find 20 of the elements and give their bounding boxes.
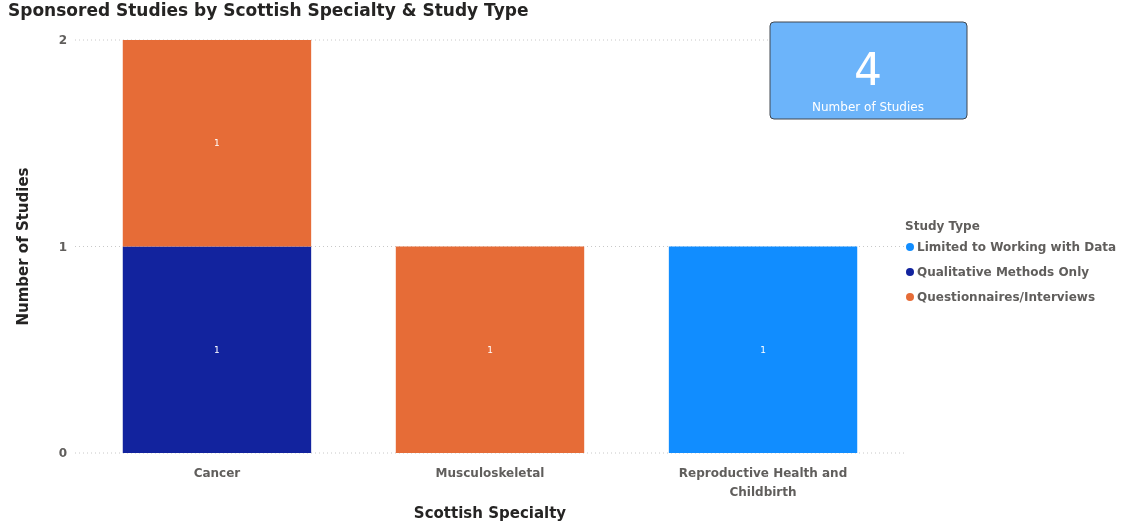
- annotation: Number of Studies: [812, 100, 924, 114]
- y-axis-title: Number of Studies: [14, 167, 32, 326]
- legend-label: Qualitative Methods Only: [917, 265, 1090, 279]
- x-axis-title: Scottish Specialty: [413, 504, 567, 522]
- annotation: 4: [854, 44, 882, 95]
- data-label: 1: [760, 344, 766, 355]
- data-label: 1: [214, 138, 220, 149]
- y-tick-label: 2: [58, 33, 67, 47]
- legend-label: Questionnaires/Interviews: [917, 290, 1096, 304]
- y-tick-label: 0: [58, 446, 67, 460]
- y-tick-label: 1: [58, 239, 67, 254]
- x-tick-label: Reproductive Health and Childbirth: [678, 466, 848, 499]
- data-label: 1: [487, 344, 493, 355]
- chart-title: Sponsored Studies by Scottish Specialty & Study Type: [8, 0, 529, 20]
- data-label: 1: [214, 344, 220, 355]
- x-tick-label: Musculoskeletal: [435, 466, 545, 480]
- summary-card: 4 Number of Studies: [769, 21, 968, 120]
- legend-title: Study Type: [905, 219, 980, 233]
- legend-label: Limited to Working with Data: [917, 240, 1117, 254]
- x-tick-label: Cancer: [193, 466, 241, 480]
